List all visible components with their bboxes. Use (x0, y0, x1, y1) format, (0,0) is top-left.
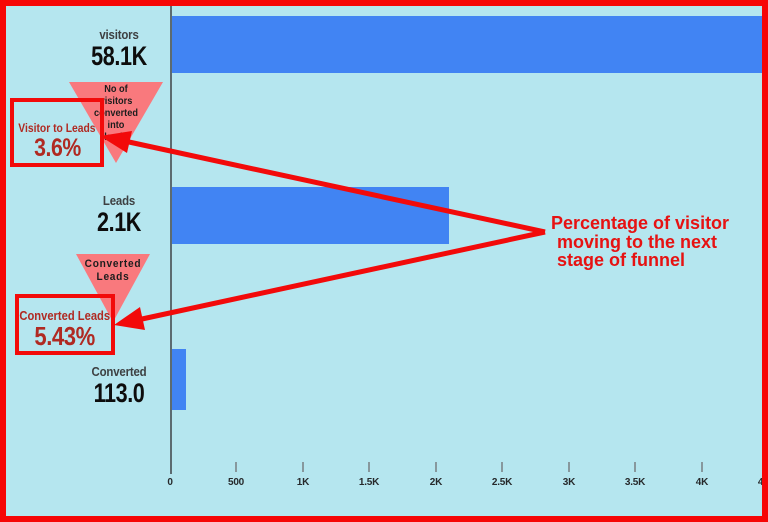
triangle-caption-line: No of (104, 84, 128, 95)
triangle-caption-line: into (107, 120, 125, 131)
x-tick-label: 1.5K (358, 477, 380, 488)
x-tick-label: 2K (429, 477, 443, 488)
x-tick-mark (435, 462, 437, 472)
stage-label-converted: Converted 113.0 (39, 364, 199, 408)
x-tick-mark (568, 462, 570, 472)
x-tick-label: 2.5K (491, 477, 513, 488)
annotation-line: moving to the next (557, 231, 718, 252)
x-tick-mark (302, 462, 304, 472)
callout-value: 5.43% (34, 321, 96, 351)
leads-bar (172, 187, 449, 244)
stage-label-visitors: visitors 58.1K (39, 27, 199, 71)
annotation-line: Percentage of visitor (551, 213, 730, 233)
x-tick-mark (701, 462, 703, 472)
stage-name: Converted (91, 364, 147, 379)
callout-value: 3.6% (33, 134, 81, 162)
x-tick-label: 4.5K (757, 477, 768, 488)
x-tick-mark (501, 462, 503, 472)
x-tick-label: 1K (296, 477, 310, 488)
triangle-caption-line: Leads (96, 271, 130, 283)
x-tick-label: 4K (695, 477, 709, 488)
x-tick-mark (368, 462, 370, 472)
callout-box-converted-leads: Converted Leads 5.43% (15, 294, 115, 355)
stage-name: Leads (102, 193, 136, 208)
callout-label: Converted Leads (19, 308, 111, 323)
x-tick-label: 0 (167, 477, 173, 488)
stage-value: 113.0 (93, 378, 145, 408)
converted-bar (172, 349, 186, 410)
callout-box-visitor-to-leads: Visitor to Leads 3.6% (10, 98, 104, 167)
x-tick-label: 500 (227, 477, 245, 488)
triangle-caption-line: Converted (84, 258, 142, 270)
stage-value: 58.1K (91, 41, 147, 71)
triangle-caption-2: Converted Leads (76, 258, 150, 284)
stage-value: 2.1K (96, 207, 142, 237)
x-tick-label: 3.5K (624, 477, 646, 488)
visitors-bar (172, 16, 768, 73)
triangle-caption-line: converted (94, 108, 138, 119)
stage-label-leads: Leads 2.1K (39, 193, 199, 237)
callout-label: Visitor to Leads (18, 121, 96, 135)
annotation-text: Percentage of visitor moving to the next… (551, 214, 729, 270)
x-tick-mark (235, 462, 237, 472)
x-tick-label: 3K (562, 477, 576, 488)
triangle-caption-line: visitors (99, 96, 133, 107)
stage-name: visitors (99, 27, 139, 42)
annotation-line: stage of funnel (557, 250, 686, 270)
x-tick-mark (634, 462, 636, 472)
